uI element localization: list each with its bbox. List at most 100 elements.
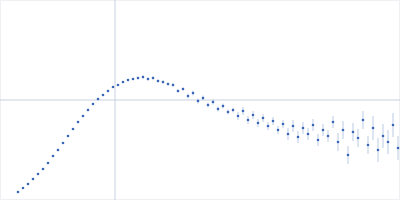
data-point <box>252 114 255 117</box>
error-bar <box>198 99 199 104</box>
error-bar <box>38 174 39 175</box>
data-point <box>237 115 240 118</box>
error-bar <box>208 103 209 108</box>
data-point <box>312 124 315 127</box>
data-point <box>262 117 265 120</box>
data-point <box>142 76 145 79</box>
error-bar <box>398 136 399 160</box>
error-bar <box>58 150 59 151</box>
data-point <box>167 83 170 86</box>
data-point <box>287 133 290 136</box>
data-point <box>37 173 40 176</box>
error-bar <box>338 133 339 151</box>
error-bar <box>228 110 229 115</box>
error-bar <box>73 129 74 130</box>
data-point <box>22 187 25 190</box>
data-point <box>127 79 130 82</box>
error-bar <box>393 113 394 137</box>
error-bar <box>133 78 134 80</box>
error-bar <box>343 121 344 139</box>
data-point <box>157 80 160 83</box>
data-point <box>182 88 185 91</box>
data-point <box>317 139 320 142</box>
data-point <box>212 101 215 104</box>
data-point <box>382 135 385 138</box>
error-bar <box>223 104 224 109</box>
error-bar <box>313 119 314 131</box>
error-bar <box>158 80 159 83</box>
error-bar <box>43 169 44 170</box>
data-point <box>107 90 110 93</box>
data-point <box>147 78 150 81</box>
data-point <box>52 155 55 158</box>
data-point <box>282 123 285 126</box>
data-point <box>192 92 195 95</box>
error-bar <box>318 134 319 146</box>
error-bar <box>138 77 139 80</box>
error-bar <box>163 81 164 84</box>
data-point <box>332 121 335 124</box>
data-point <box>397 147 400 150</box>
error-bar <box>258 119 259 127</box>
data-group <box>17 76 400 194</box>
error-bar <box>193 91 194 96</box>
data-point <box>357 137 360 140</box>
data-point <box>302 127 305 130</box>
data-point <box>232 109 235 112</box>
error-bar <box>383 124 384 148</box>
error-bar <box>53 156 54 157</box>
data-point <box>367 144 370 147</box>
error-bar <box>203 96 204 101</box>
data-point <box>62 142 65 145</box>
data-point <box>392 124 395 127</box>
data-point <box>257 122 260 125</box>
error-bar <box>63 143 64 144</box>
error-bar <box>108 90 109 92</box>
error-bar <box>303 122 304 134</box>
data-point <box>292 125 295 128</box>
data-point <box>187 95 190 98</box>
data-point <box>102 94 105 97</box>
error-bar <box>118 84 119 86</box>
error-bar <box>148 78 149 81</box>
error-bar <box>378 138 379 162</box>
error-bar <box>143 76 144 79</box>
data-point <box>117 84 120 87</box>
data-point <box>267 125 270 128</box>
data-point <box>172 84 175 87</box>
chart <box>0 0 400 200</box>
error-bar <box>253 111 254 119</box>
error-bar <box>68 136 69 137</box>
error-bar <box>288 128 289 140</box>
data-point <box>387 141 390 144</box>
data-point <box>82 115 85 118</box>
error-bar <box>88 109 89 111</box>
data-point <box>247 119 250 122</box>
error-bar <box>48 163 49 164</box>
error-bar <box>218 107 219 112</box>
data-point <box>57 149 60 152</box>
data-point <box>327 135 330 138</box>
grid-line-y <box>0 100 400 101</box>
error-bar <box>188 94 189 99</box>
error-bar <box>248 116 249 124</box>
data-point <box>152 77 155 80</box>
error-bar <box>103 94 104 96</box>
error-bar <box>98 98 99 100</box>
error-bar <box>83 115 84 117</box>
error-bar <box>153 77 154 80</box>
error-bar <box>388 130 389 154</box>
data-point <box>42 168 45 171</box>
error-bar <box>123 81 124 83</box>
data-point <box>72 128 75 131</box>
error-bar <box>18 192 19 193</box>
data-point <box>77 121 80 124</box>
data-point <box>97 98 100 101</box>
data-point <box>297 136 300 139</box>
error-bar <box>283 120 284 128</box>
error-bar <box>78 121 79 123</box>
error-bar <box>328 130 329 142</box>
data-point <box>132 78 135 81</box>
data-point <box>272 120 275 123</box>
plot-frame <box>1 1 400 200</box>
